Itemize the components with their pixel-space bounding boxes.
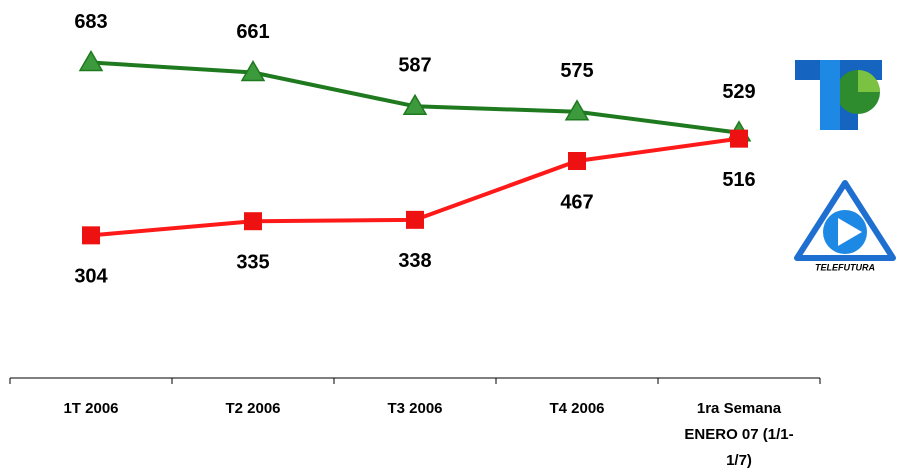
marker <box>78 49 104 72</box>
x-tick-label: T2 2006 <box>225 400 281 417</box>
data-label: 683 <box>74 11 107 33</box>
data-label: 304 <box>74 266 108 288</box>
marker <box>730 129 748 148</box>
marker <box>244 212 262 231</box>
marker <box>240 60 266 82</box>
marker <box>564 99 590 121</box>
data-label: 335 <box>236 251 269 273</box>
marker <box>568 152 586 171</box>
x-tick-label: T4 2006 <box>549 400 605 417</box>
logo-text: TELEFUTURA <box>815 262 875 272</box>
marker <box>82 226 100 245</box>
x-tick-label: 1T 2006 <box>63 400 119 417</box>
data-label: 516 <box>722 169 755 191</box>
x-tick-label: T3 2006 <box>387 400 443 417</box>
marker <box>402 93 428 116</box>
telefutura-logo <box>794 180 896 261</box>
data-label: 529 <box>722 81 755 103</box>
data-label: 587 <box>398 55 431 77</box>
telemundo-logo <box>795 60 882 130</box>
x-tick-label: 1ra Semana ENERO 07 (1/1-1/7) <box>684 400 794 469</box>
data-label: 338 <box>398 250 431 272</box>
data-label: 467 <box>560 191 593 213</box>
marker <box>406 210 424 229</box>
data-label: 661 <box>236 21 269 43</box>
data-label: 575 <box>560 60 593 82</box>
